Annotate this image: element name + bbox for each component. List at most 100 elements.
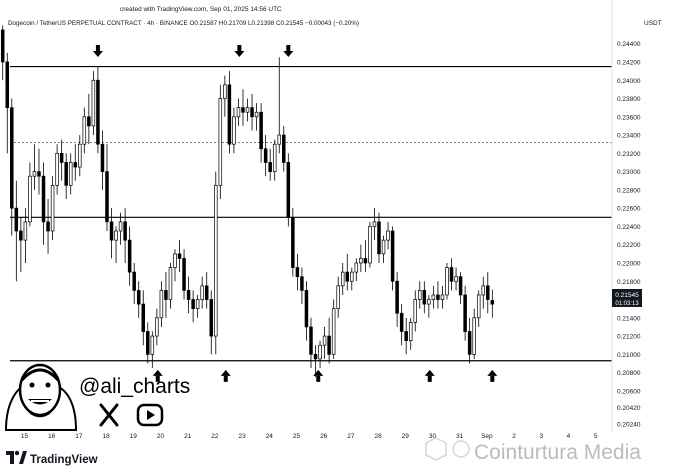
candle-12[interactable] — [55, 144, 59, 195]
candle-81[interactable] — [368, 221, 372, 268]
candle-61[interactable] — [277, 57, 282, 154]
candle-66[interactable] — [300, 267, 304, 305]
candle-29[interactable] — [132, 262, 136, 305]
x-logo-icon[interactable] — [99, 403, 119, 427]
candle-16[interactable] — [73, 144, 78, 181]
candle-100[interactable] — [454, 267, 458, 291]
candle-38[interactable] — [173, 249, 177, 282]
tradingview-logo-icon[interactable] — [6, 450, 27, 464]
candle-49[interactable] — [223, 75, 227, 117]
candle-46[interactable] — [209, 290, 214, 355]
candle-90[interactable] — [408, 317, 413, 350]
candle-34[interactable] — [155, 308, 159, 346]
candle-51[interactable] — [232, 107, 236, 154]
candle-107[interactable] — [486, 272, 490, 314]
tradingview-label[interactable]: TradingView — [30, 454, 98, 466]
candle-98[interactable] — [445, 262, 449, 300]
candle-88[interactable] — [399, 304, 404, 346]
candle-60[interactable] — [272, 139, 277, 181]
candle-72[interactable] — [327, 317, 331, 364]
candle-2[interactable] — [10, 98, 14, 236]
candle-58[interactable] — [263, 135, 268, 177]
candle-6[interactable] — [28, 162, 32, 227]
candle-18[interactable] — [82, 107, 87, 154]
candle-50[interactable] — [227, 71, 232, 154]
candle-103[interactable] — [467, 317, 472, 364]
candle-77[interactable] — [350, 267, 354, 291]
candle-10[interactable] — [46, 199, 50, 254]
candle-21[interactable] — [96, 66, 100, 154]
candle-80[interactable] — [363, 240, 368, 273]
currency-label[interactable]: USDT — [644, 20, 662, 27]
candle-24[interactable] — [109, 208, 114, 259]
candle-36[interactable] — [164, 272, 168, 318]
candle-52[interactable] — [236, 98, 241, 126]
candle-73[interactable] — [331, 299, 336, 359]
candle-65[interactable] — [295, 253, 300, 291]
candle-0[interactable] — [0, 25, 5, 81]
candle-47[interactable] — [214, 171, 218, 355]
candle-86[interactable] — [390, 226, 395, 291]
candle-59[interactable] — [268, 148, 272, 181]
candle-101[interactable] — [458, 272, 463, 305]
candle-83[interactable] — [377, 212, 381, 263]
candle-37[interactable] — [168, 262, 173, 309]
candle-1[interactable] — [5, 52, 10, 154]
candle-43[interactable] — [195, 294, 200, 318]
candle-35[interactable] — [159, 281, 164, 327]
candle-30[interactable] — [136, 281, 141, 318]
candle-84[interactable] — [381, 235, 386, 263]
candle-67[interactable] — [304, 281, 309, 341]
candle-56[interactable] — [254, 103, 259, 131]
candle-19[interactable] — [87, 93, 91, 145]
candle-31[interactable] — [141, 290, 146, 346]
candle-14[interactable] — [64, 153, 68, 200]
candle-62[interactable] — [282, 125, 286, 172]
candle-106[interactable] — [481, 276, 486, 309]
candle-105[interactable] — [476, 290, 481, 327]
candle-55[interactable] — [250, 93, 254, 131]
candle-57[interactable] — [259, 103, 263, 163]
candle-53[interactable] — [241, 89, 245, 126]
candle-94[interactable] — [427, 294, 431, 318]
candle-92[interactable] — [418, 281, 422, 309]
time-axis[interactable]: 15 16 17 18 19 20 21 22 23 24 25 26 27 28 29 30 31 Sep 2 3 4… — [21, 433, 598, 440]
candle-44[interactable] — [200, 276, 204, 309]
candle-108[interactable] — [490, 289, 495, 318]
candle-17[interactable] — [78, 135, 82, 177]
candle-91[interactable] — [413, 290, 418, 332]
candle-64[interactable] — [291, 208, 295, 277]
candle-4[interactable] — [19, 217, 23, 273]
candle-102[interactable] — [463, 285, 467, 341]
candle-23[interactable] — [105, 144, 109, 231]
candle-75[interactable] — [340, 262, 345, 295]
candle-99[interactable] — [449, 258, 454, 291]
candle-96[interactable] — [436, 281, 440, 309]
candle-89[interactable] — [404, 317, 408, 355]
candle-22[interactable] — [100, 130, 105, 190]
candle-93[interactable] — [422, 281, 427, 314]
candle-15[interactable] — [68, 153, 73, 195]
candle-28[interactable] — [127, 226, 132, 286]
symbol-info-line[interactable]: Dogecoin / TetherUS PERPETUAL CONTRACT ·… — [8, 20, 359, 27]
candle-13[interactable] — [59, 139, 64, 181]
candle-104[interactable] — [472, 308, 476, 359]
candle-69[interactable] — [313, 345, 318, 378]
candle-68[interactable] — [309, 317, 313, 369]
candle-74[interactable] — [336, 276, 340, 318]
candle-27[interactable] — [123, 208, 127, 263]
candle-97[interactable] — [440, 285, 445, 309]
candle-54[interactable] — [245, 98, 250, 122]
candle-20[interactable] — [91, 71, 96, 136]
candle-70[interactable] — [318, 340, 322, 369]
candle-41[interactable] — [186, 276, 191, 314]
candle-85[interactable] — [386, 221, 390, 250]
candle-45[interactable] — [204, 272, 209, 309]
candle-3[interactable] — [14, 180, 19, 282]
candle-82[interactable] — [372, 208, 377, 241]
candle-26[interactable] — [118, 212, 123, 245]
price-axis[interactable]: 0.24400 0.24200 0.24000 0.23800 0.23600 0.234… — [617, 41, 641, 428]
candle-76[interactable] — [345, 253, 350, 291]
candle-95[interactable] — [431, 285, 436, 309]
